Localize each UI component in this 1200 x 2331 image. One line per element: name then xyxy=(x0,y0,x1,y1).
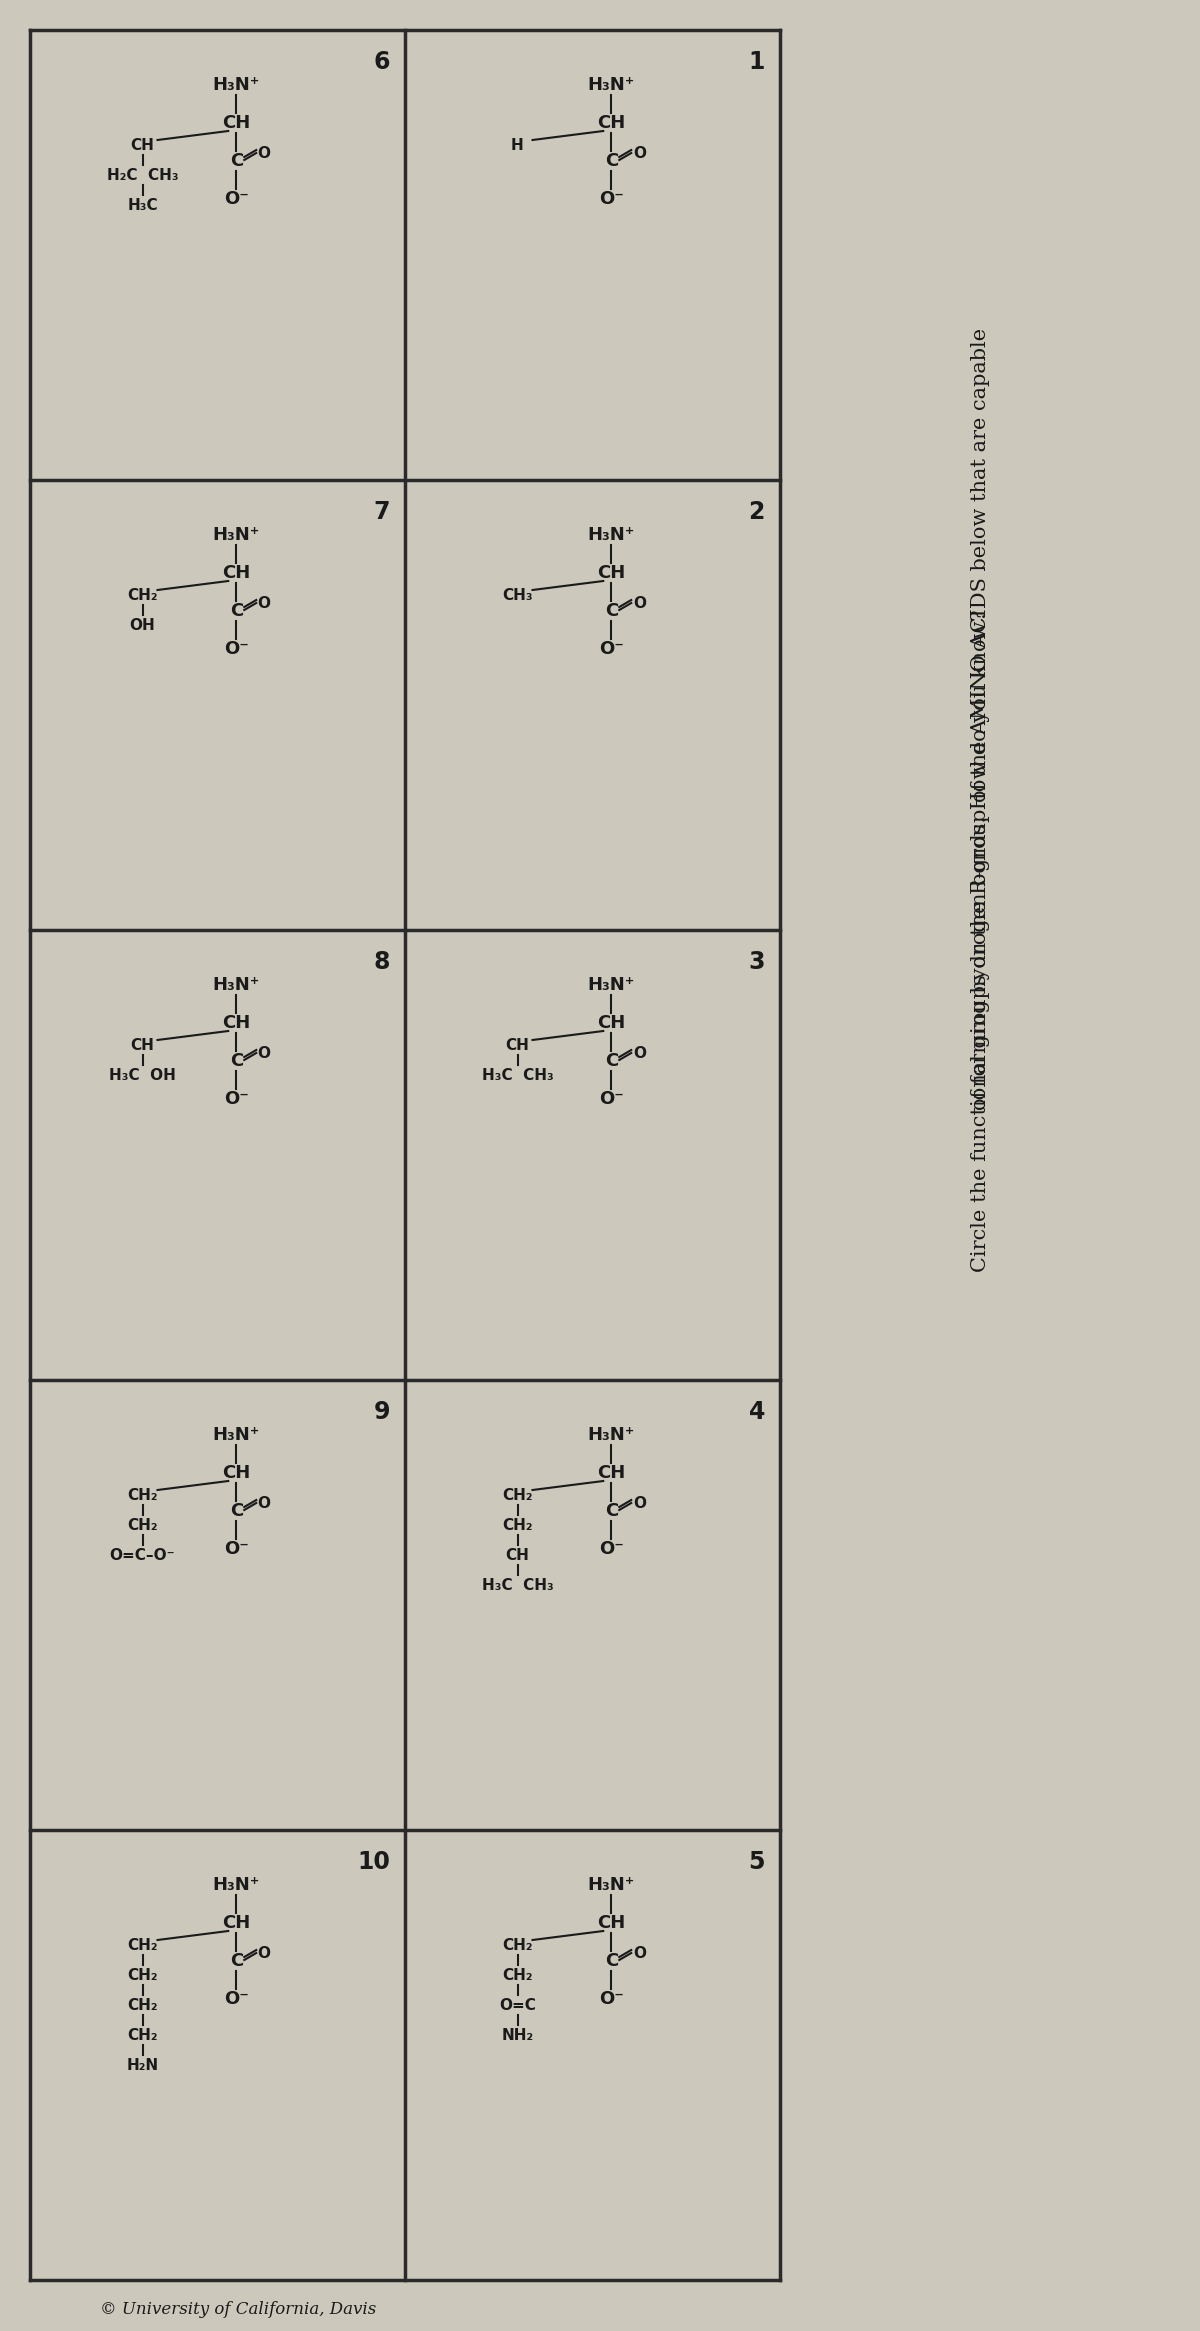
Text: 7: 7 xyxy=(373,501,390,524)
Text: O: O xyxy=(632,1047,646,1061)
Text: © University of California, Davis: © University of California, Davis xyxy=(100,2301,377,2319)
Text: C: C xyxy=(605,1501,618,1520)
Text: C: C xyxy=(229,152,242,170)
Text: O: O xyxy=(258,594,271,611)
Text: O: O xyxy=(632,145,646,161)
Text: H₃N⁺: H₃N⁺ xyxy=(212,1876,260,1895)
Text: CH₂: CH₂ xyxy=(127,1937,157,1953)
Text: O⁻: O⁻ xyxy=(599,1991,624,2007)
Text: H₂C  CH₃: H₂C CH₃ xyxy=(107,168,179,182)
Text: O⁻: O⁻ xyxy=(599,1541,624,1557)
Text: CH: CH xyxy=(505,1548,529,1562)
Text: 9: 9 xyxy=(373,1401,390,1424)
Text: O⁻: O⁻ xyxy=(224,1091,248,1107)
Text: 2: 2 xyxy=(749,501,766,524)
Text: C: C xyxy=(229,601,242,620)
Text: O: O xyxy=(632,594,646,611)
Text: O: O xyxy=(258,145,271,161)
Text: 5: 5 xyxy=(749,1851,766,1874)
Text: 6: 6 xyxy=(373,49,390,75)
Text: CH₂: CH₂ xyxy=(503,1517,533,1531)
Text: CH: CH xyxy=(598,1464,625,1483)
Text: O⁻: O⁻ xyxy=(599,641,624,657)
Text: C: C xyxy=(605,1951,618,1970)
Text: CH: CH xyxy=(222,1014,251,1033)
Text: 4: 4 xyxy=(749,1401,766,1424)
Text: 8: 8 xyxy=(373,951,390,974)
Text: CH₂: CH₂ xyxy=(127,2028,157,2042)
Text: CH₃: CH₃ xyxy=(502,587,533,601)
Text: H₃N⁺: H₃N⁺ xyxy=(588,1876,635,1895)
Text: H₃N⁺: H₃N⁺ xyxy=(212,77,260,93)
Text: Circle the functional groups on the R-group of the AMINO ACIDS below that are ca: Circle the functional groups on the R-gr… xyxy=(971,329,990,1273)
Text: CH₂: CH₂ xyxy=(127,1517,157,1531)
Text: CH: CH xyxy=(131,138,155,152)
Text: O⁻: O⁻ xyxy=(224,1991,248,2007)
Text: O: O xyxy=(258,1497,271,1510)
Text: CH₂: CH₂ xyxy=(503,1937,533,1953)
Text: CH₂: CH₂ xyxy=(503,1487,533,1503)
Text: 10: 10 xyxy=(358,1851,390,1874)
Text: H₃C: H₃C xyxy=(127,198,158,212)
Text: O=C–O⁻: O=C–O⁻ xyxy=(109,1548,175,1562)
Text: H₃C  CH₃: H₃C CH₃ xyxy=(481,1068,553,1082)
Text: 3: 3 xyxy=(749,951,766,974)
Text: H₃N⁺: H₃N⁺ xyxy=(588,1427,635,1443)
Text: O=C: O=C xyxy=(499,1998,536,2012)
Text: CH₂: CH₂ xyxy=(127,587,157,601)
Text: O: O xyxy=(258,1946,271,1960)
Text: CH: CH xyxy=(598,1914,625,1932)
Text: O: O xyxy=(632,1497,646,1510)
Text: H₃N⁺: H₃N⁺ xyxy=(588,527,635,543)
Text: CH: CH xyxy=(505,1037,529,1054)
Text: C: C xyxy=(229,1051,242,1070)
Text: of forming hydrogen bonds. How do you know?: of forming hydrogen bonds. How do you kn… xyxy=(971,611,990,1110)
Text: NH₂: NH₂ xyxy=(502,2028,534,2042)
Text: O⁻: O⁻ xyxy=(224,191,248,207)
Text: C: C xyxy=(605,601,618,620)
Text: C: C xyxy=(605,152,618,170)
Text: CH: CH xyxy=(222,564,251,583)
Text: CH: CH xyxy=(598,564,625,583)
Text: H₃N⁺: H₃N⁺ xyxy=(588,977,635,993)
Text: CH: CH xyxy=(598,114,625,133)
Text: H₃C  OH: H₃C OH xyxy=(109,1068,176,1082)
Text: O⁻: O⁻ xyxy=(224,641,248,657)
Text: H₂N: H₂N xyxy=(126,2058,158,2072)
Text: H₃N⁺: H₃N⁺ xyxy=(212,527,260,543)
Text: CH: CH xyxy=(598,1014,625,1033)
Text: O⁻: O⁻ xyxy=(599,1091,624,1107)
Text: O: O xyxy=(632,1946,646,1960)
Text: CH₂: CH₂ xyxy=(127,1998,157,2012)
Text: C: C xyxy=(229,1951,242,1970)
Text: H₃C  CH₃: H₃C CH₃ xyxy=(481,1578,553,1592)
Text: 1: 1 xyxy=(749,49,766,75)
Text: H₃N⁺: H₃N⁺ xyxy=(588,77,635,93)
Text: O⁻: O⁻ xyxy=(224,1541,248,1557)
Text: C: C xyxy=(605,1051,618,1070)
Text: OH: OH xyxy=(130,618,155,632)
Text: CH: CH xyxy=(222,1914,251,1932)
Text: CH₂: CH₂ xyxy=(503,1967,533,1981)
Text: CH: CH xyxy=(222,1464,251,1483)
Text: H₃N⁺: H₃N⁺ xyxy=(212,977,260,993)
Text: C: C xyxy=(229,1501,242,1520)
Text: H: H xyxy=(511,138,524,152)
Text: CH: CH xyxy=(131,1037,155,1054)
Text: CH₂: CH₂ xyxy=(127,1967,157,1981)
Text: H₃N⁺: H₃N⁺ xyxy=(212,1427,260,1443)
Text: O: O xyxy=(258,1047,271,1061)
Text: O⁻: O⁻ xyxy=(599,191,624,207)
Text: CH₂: CH₂ xyxy=(127,1487,157,1503)
Text: CH: CH xyxy=(222,114,251,133)
